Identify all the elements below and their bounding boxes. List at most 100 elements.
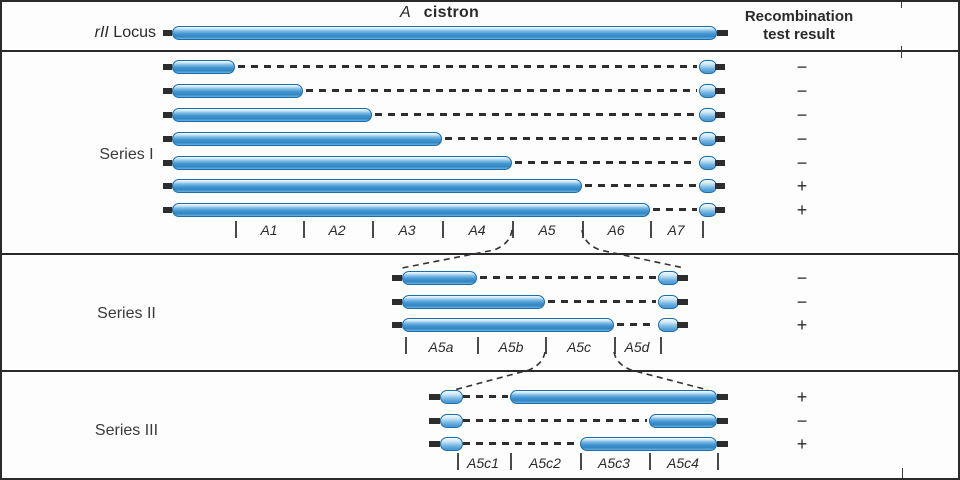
segment-label: A7 [667,222,685,238]
row-left-cap [163,136,172,142]
row-left-cap [163,207,172,213]
row-left-cap [163,88,172,94]
deleted-region-dashes [445,137,697,140]
section-divider [2,253,958,255]
deletion-bar [580,437,717,451]
segment-label: A5b [498,339,524,355]
deleted-region-dashes [617,323,656,326]
deleted-region-dashes [463,395,508,398]
deletion-bar [172,84,303,98]
locus-left-cap [163,30,172,36]
deletion-bar [172,156,512,170]
recombination-result: − [796,153,808,173]
deleted-region-dashes [375,113,697,116]
recombination-result: − [796,129,808,149]
deletion-bar [402,271,477,285]
segment-tick [442,221,444,238]
registration-mark [902,468,903,478]
row-right-cap [717,418,728,424]
a5-left-expand-line [401,229,513,269]
segment-tick [303,221,305,238]
segment-label: A5d [624,339,650,355]
deletion-bar [172,108,372,122]
segment-label: A6 [607,222,625,238]
deleted-region-dashes [463,442,578,445]
row-left-cap [163,64,172,70]
segment-label: A5c4 [667,455,699,471]
deletion-bar [402,295,545,309]
deletion-bar [649,414,717,428]
row-right-cap [715,64,725,70]
recombination-header: Recombination test result [710,8,888,44]
row-left-cap [429,418,440,424]
locus-right-cap [717,30,728,36]
retained-end-pill [440,414,463,428]
recombination-result: − [796,81,808,101]
deleted-region-dashes [653,208,697,211]
recombination-result: + [796,176,808,196]
series-1-label: Series I [99,146,154,163]
row-right-cap [715,88,725,94]
row-right-cap [677,322,688,328]
retained-end-pill [440,437,463,451]
segment-label: A5c [566,339,592,355]
row-right-cap [715,136,725,142]
deleted-region-dashes [463,419,647,422]
recombination-result: − [796,57,808,77]
row-right-cap [717,394,728,400]
segment-tick [477,337,479,354]
row-left-cap [163,112,172,118]
locus-gene-name: rII [94,24,109,41]
row-left-cap [392,322,402,328]
series-2-label: Series II [97,305,156,322]
cistron-gene-name: A [400,4,411,21]
row-left-cap [429,441,440,447]
recombination-result: + [796,434,808,454]
segment-label: A5a [428,339,454,355]
cistron-word: cistron [423,4,480,21]
deleted-region-dashes [548,300,656,303]
a5c-left-expand-line [453,351,546,391]
segment-tick [650,221,652,238]
row-left-cap [392,299,402,305]
series-3-label: Series III [94,422,159,439]
segment-tick [372,221,374,238]
segment-tick [512,221,514,238]
section-divider [2,370,958,372]
segment-label: A5c3 [598,455,630,471]
recombination-result: − [796,292,808,312]
segment-label: A4 [468,222,486,238]
recombination-result: + [796,387,808,407]
segment-label: A2 [328,222,346,238]
registration-mark [901,46,902,58]
row-right-cap [715,112,725,118]
segment-tick [614,337,616,354]
segment-tick [582,221,584,238]
row-left-cap [163,160,172,166]
section-divider [2,50,958,52]
recombination-result: − [796,411,808,431]
segment-tick [580,453,582,470]
recombination-result: + [796,200,808,220]
recombination-result: − [796,105,808,125]
segment-tick [649,453,651,470]
deletion-bar [172,60,235,74]
locus-label: rII Locus [72,24,156,42]
row-right-cap [715,160,725,166]
deleted-region-dashes [306,89,697,92]
segment-tick [457,453,459,470]
row-right-cap [715,207,725,213]
segment-tick [510,453,512,470]
deleted-region-dashes [585,184,697,187]
row-left-cap [163,183,172,189]
deletion-bar [172,203,650,217]
deletion-bar [172,179,582,193]
locus-word: Locus [108,24,156,41]
deletion-bar [402,318,614,332]
a5c-right-expand-line [613,351,709,391]
deleted-region-dashes [238,65,697,68]
row-right-cap [715,183,725,189]
